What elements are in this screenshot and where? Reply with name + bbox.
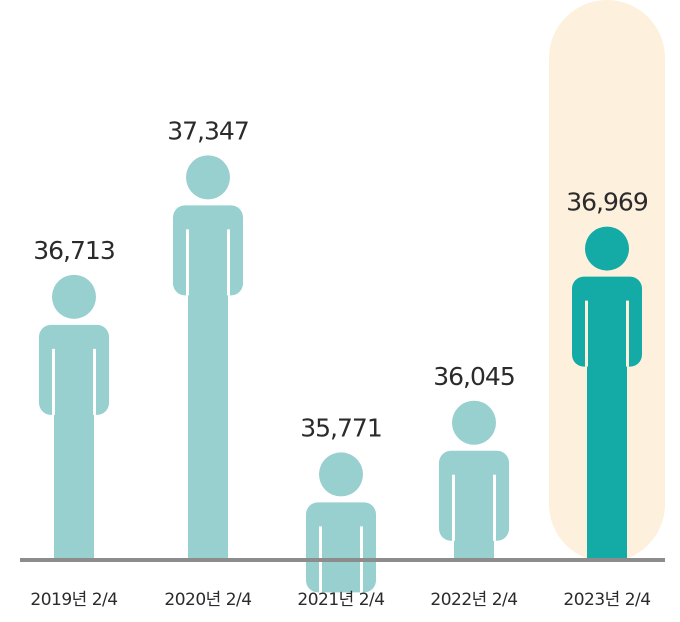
data-label: 35,771 (300, 413, 381, 442)
labels-layer: 36,713 2019년 2/4 37,347 2020년 2/4 35,771 2021… (30, 116, 651, 610)
x-tick-label: 2022년 2/4 (430, 590, 517, 610)
person-head (452, 400, 496, 445)
bar-person-4 (439, 400, 509, 560)
arm-gap-right (626, 300, 629, 367)
bar-person-3 (306, 452, 376, 593)
person-head (319, 452, 363, 497)
bars-layer (39, 155, 642, 593)
x-tick-label: 2021년 2/4 (297, 590, 384, 610)
x-tick-label: 2020년 2/4 (164, 590, 251, 610)
data-label: 37,347 (167, 116, 248, 145)
arm-gap-left (452, 474, 455, 541)
person-body-column (188, 225, 228, 560)
x-tick-label: 2019년 2/4 (30, 590, 117, 610)
arm-gap-left (585, 300, 588, 367)
bar-person-5 (572, 226, 642, 560)
person-body-column (587, 296, 627, 560)
data-label: 36,713 (33, 236, 114, 265)
person-head (186, 155, 230, 200)
person-body-column (454, 470, 494, 560)
person-body-column (54, 344, 94, 560)
data-label: 36,045 (433, 362, 514, 391)
person-head (585, 226, 629, 271)
arm-gap-right (93, 348, 96, 415)
arm-gap-left (186, 229, 189, 296)
bar-person-2 (173, 155, 243, 560)
arm-gap-left (52, 348, 55, 415)
person-head (52, 274, 96, 319)
arm-gap-right (227, 229, 230, 296)
x-tick-label: 2023년 2/4 (563, 590, 650, 610)
bar-person-1 (39, 274, 109, 560)
person-body-column (321, 522, 361, 560)
data-label: 36,969 (566, 188, 648, 217)
arm-gap-right (493, 474, 496, 541)
